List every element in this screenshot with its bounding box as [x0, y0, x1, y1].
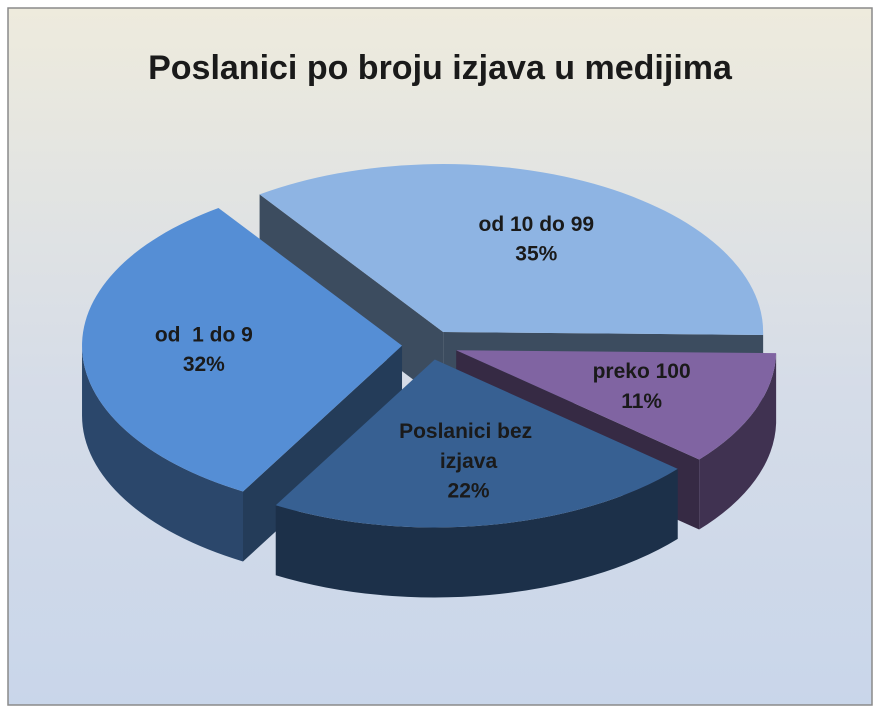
slice-side	[82, 345, 243, 562]
slice	[275, 359, 678, 598]
data-label-category: od 1 do 9	[155, 323, 253, 346]
data-label-category: Poslanici bez izjava	[399, 420, 538, 473]
slice-side	[699, 353, 777, 530]
data-label-category: od 10 do 99	[479, 213, 595, 236]
data-label-value: 32%	[183, 353, 225, 376]
chart-title: Poslanici po broju izjava u medijima	[148, 49, 733, 87]
slice-top	[259, 164, 764, 335]
data-label-category: preko 100	[593, 360, 691, 383]
slice-top	[82, 208, 403, 492]
slice-side	[275, 468, 678, 598]
pie: od 10 do 99 35% preko 100 11% Poslanici bez …	[82, 164, 777, 598]
slice-top	[275, 359, 678, 528]
data-label-value: 11%	[621, 390, 662, 413]
slice-top	[456, 350, 777, 460]
data-label-value: 35%	[515, 243, 557, 266]
data-label-value: 22%	[448, 480, 490, 503]
